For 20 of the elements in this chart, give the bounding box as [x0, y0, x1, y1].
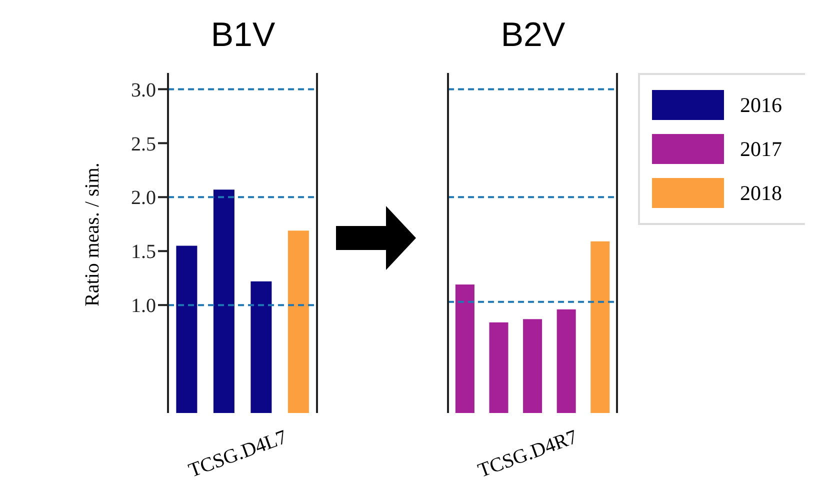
- y-tick-label: 3.0: [131, 79, 156, 102]
- legend-label: 2017: [740, 136, 782, 162]
- bar: [288, 230, 309, 413]
- y-axis-title: Ratio meas. / sim.: [82, 162, 104, 308]
- chart-title: B2V: [500, 16, 566, 55]
- legend-label: 2016: [740, 92, 782, 118]
- bar: [250, 281, 272, 413]
- bar: [523, 319, 542, 413]
- bar: [556, 309, 576, 413]
- y-tick-label: 1.5: [131, 241, 156, 264]
- bar: [455, 284, 474, 413]
- bar: [489, 322, 508, 413]
- bar: [590, 241, 610, 413]
- chart-title: B1V: [210, 16, 276, 55]
- bar: [213, 190, 234, 413]
- y-tick-label: 1.0: [131, 295, 156, 318]
- bar: [176, 246, 198, 413]
- y-tick-label: 2.5: [131, 133, 156, 156]
- y-tick-label: 2.0: [131, 187, 156, 210]
- legend-label: 2018: [740, 180, 782, 206]
